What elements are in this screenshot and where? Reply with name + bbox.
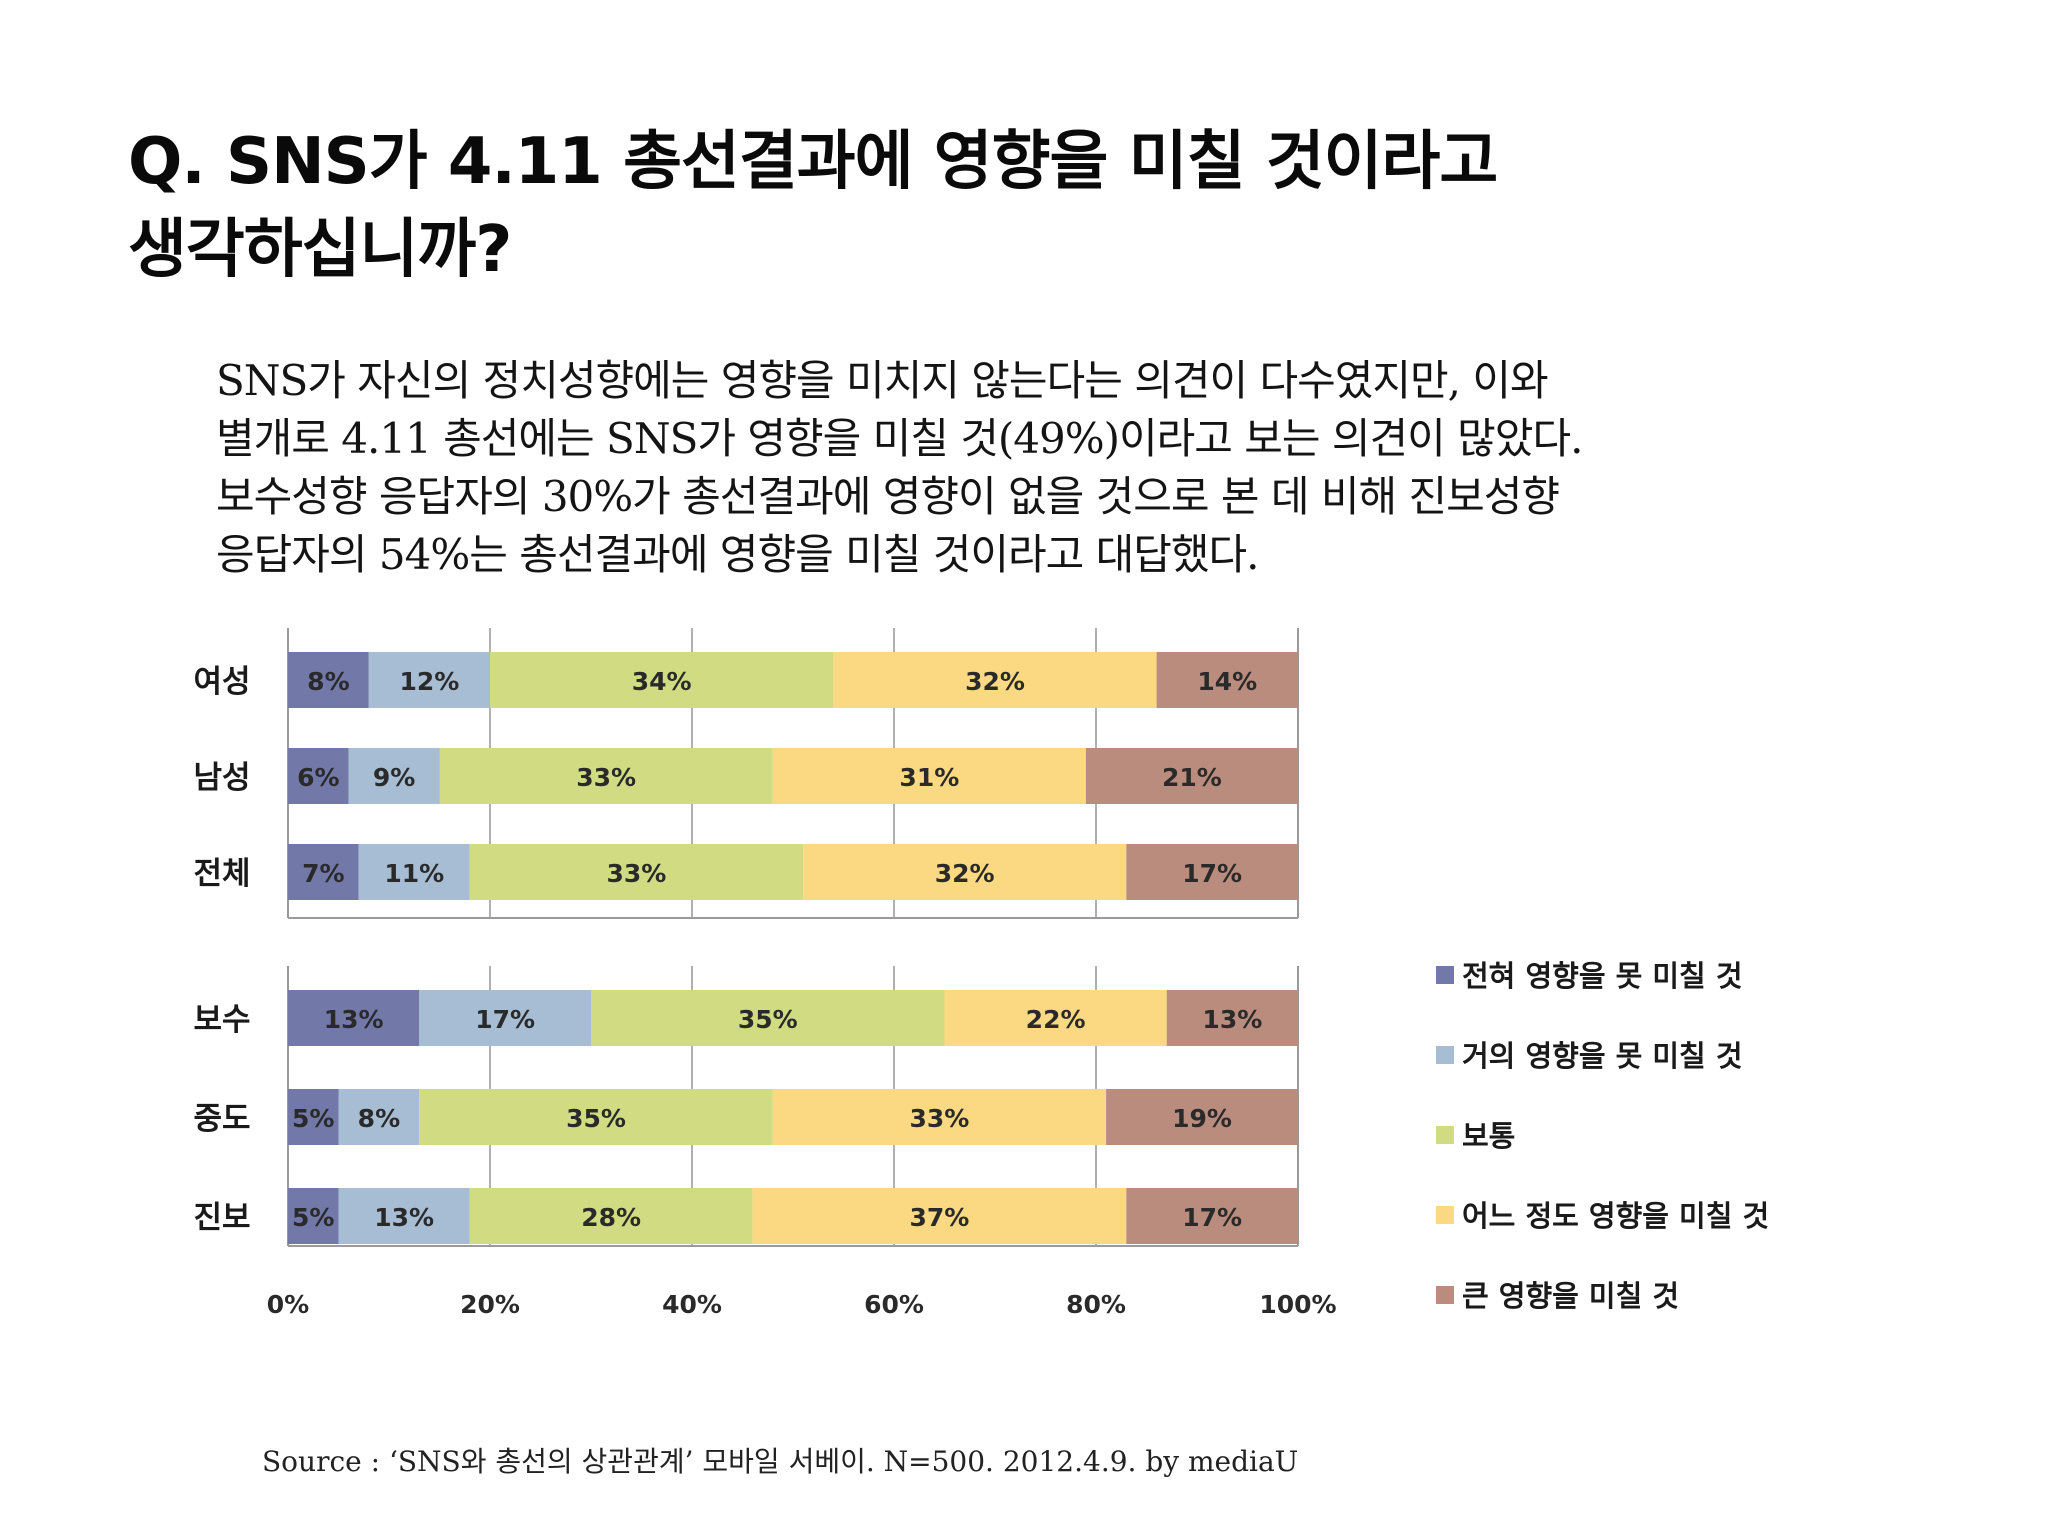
legend-swatch-5 — [1436, 1286, 1454, 1304]
legend-swatch-4 — [1436, 1206, 1454, 1224]
data-label-1-1-3: 34% — [632, 667, 692, 696]
data-label-2-2-4: 33% — [910, 1104, 970, 1133]
x-tick-label-3: 60% — [864, 1290, 924, 1319]
x-tick-label-1: 20% — [460, 1290, 520, 1319]
data-label-1-2-5: 21% — [1162, 763, 1222, 792]
bar-segment-2-2-3 — [419, 1089, 773, 1145]
title-line-1: Q. SNS가 4.11 총선결과에 영향을 미칠 것이라고 — [128, 125, 1498, 199]
data-label-2-2-1: 5% — [292, 1104, 334, 1133]
summary-paragraph: SNS가 자신의 정치성향에는 영향을 미치지 않는다는 의견이 다수였지만, … — [216, 352, 1856, 584]
data-label-2-3-4: 37% — [910, 1203, 970, 1232]
bar-segment-2-3-1 — [288, 1188, 339, 1244]
legend-swatch-2 — [1436, 1046, 1454, 1064]
data-label-2-1-4: 22% — [1026, 1005, 1086, 1034]
bar-segment-2-3-4 — [752, 1188, 1127, 1244]
data-label-1-3-1: 7% — [302, 859, 344, 888]
data-label-2-1-2: 17% — [475, 1005, 535, 1034]
data-label-2-1-5: 13% — [1202, 1005, 1262, 1034]
data-label-1-1-4: 32% — [965, 667, 1025, 696]
data-label-2-3-2: 13% — [374, 1203, 434, 1232]
category-label-2-1: 보수 — [193, 1002, 250, 1038]
data-label-2-1-3: 35% — [738, 1005, 798, 1034]
source-note: Source : ‘SNS와 총선의 상관관계’ 모바일 서베이. N=500.… — [262, 1445, 1299, 1478]
data-label-1-3-3: 33% — [607, 859, 667, 888]
data-label-2-3-1: 5% — [292, 1203, 334, 1232]
bar-segment-1-2-5 — [1085, 748, 1298, 804]
bar-segment-2-1-3 — [591, 990, 945, 1046]
bar-segment-2-1-4 — [944, 990, 1167, 1046]
bar-segment-1-1-4 — [833, 652, 1157, 708]
data-label-1-1-2: 12% — [399, 667, 459, 696]
bar-segment-1-1-5 — [1156, 652, 1298, 708]
bar-segment-1-2-1 — [288, 748, 349, 804]
bar-segment-1-1-1 — [288, 652, 369, 708]
legend-swatch-3 — [1436, 1126, 1454, 1144]
bar-segment-1-3-3 — [469, 844, 804, 900]
bar-segment-2-2-4 — [772, 1089, 1107, 1145]
bar-segment-1-2-4 — [772, 748, 1086, 804]
data-label-1-2-1: 6% — [297, 763, 339, 792]
data-label-1-2-4: 31% — [899, 763, 959, 792]
summary-line-4: 응답자의 54%는 총선결과에 영향을 미칠 것이라고 대답했다. — [216, 530, 1260, 579]
legend-label-2: 거의 영향을 못 미칠 것 — [1462, 1039, 1743, 1073]
summary-line-1: SNS가 자신의 정치성향에는 영향을 미치지 않는다는 의견이 다수였지만, … — [216, 356, 1549, 405]
category-label-2-3: 진보 — [193, 1200, 250, 1236]
data-label-2-1-1: 13% — [324, 1005, 384, 1034]
x-tick-label-4: 80% — [1066, 1290, 1126, 1319]
category-label-1-1: 여성 — [193, 664, 250, 700]
bar-segment-2-3-2 — [338, 1188, 470, 1244]
category-label-1-3: 전체 — [193, 856, 250, 892]
legend-label-3: 보통 — [1462, 1119, 1515, 1153]
legend-swatch-1 — [1436, 966, 1454, 984]
bar-segment-2-1-1 — [288, 990, 420, 1046]
bar-segment-2-1-5 — [1166, 990, 1298, 1046]
bar-segment-1-1-3 — [490, 652, 834, 708]
bar-segment-2-2-5 — [1106, 1089, 1298, 1145]
bar-segment-2-3-5 — [1126, 1188, 1298, 1244]
data-label-2-2-2: 8% — [358, 1104, 400, 1133]
bar-segment-1-2-3 — [439, 748, 773, 804]
data-label-2-3-3: 28% — [581, 1203, 641, 1232]
legend-label-5: 큰 영향을 미칠 것 — [1462, 1279, 1679, 1313]
x-tick-label-2: 40% — [662, 1290, 722, 1319]
summary-line-2: 별개로 4.11 총선에는 SNS가 영향을 미칠 것(49%)이라고 보는 의… — [216, 414, 1583, 463]
data-label-1-2-3: 33% — [576, 763, 636, 792]
data-label-1-3-5: 17% — [1182, 859, 1242, 888]
x-tick-label-5: 100% — [1259, 1290, 1336, 1319]
data-label-1-1-1: 8% — [307, 667, 349, 696]
x-tick-label-0: 0% — [267, 1290, 309, 1319]
data-label-1-2-2: 9% — [373, 763, 415, 792]
bar-segment-2-3-3 — [469, 1188, 753, 1244]
bar-segment-1-3-5 — [1126, 844, 1298, 900]
summary-line-3: 보수성향 응답자의 30%가 총선결과에 영향이 없을 것으로 본 데 비해 진… — [216, 472, 1560, 521]
bar-segment-1-1-2 — [368, 652, 490, 708]
data-label-2-3-5: 17% — [1182, 1203, 1242, 1232]
category-label-2-2: 중도 — [193, 1101, 250, 1137]
title-line-2: 생각하십니까? — [128, 213, 512, 287]
bar-segment-2-1-2 — [419, 990, 591, 1046]
data-label-1-1-5: 14% — [1197, 667, 1257, 696]
data-label-1-3-4: 32% — [935, 859, 995, 888]
bar-segment-1-3-1 — [288, 844, 359, 900]
legend-label-4: 어느 정도 영향을 미칠 것 — [1462, 1199, 1769, 1233]
category-label-1-2: 남성 — [193, 760, 250, 796]
bar-segment-1-3-4 — [803, 844, 1127, 900]
data-label-2-2-5: 19% — [1172, 1104, 1232, 1133]
data-label-2-2-3: 35% — [566, 1104, 626, 1133]
data-label-1-3-2: 11% — [384, 859, 444, 888]
page-title: Q. SNS가 4.11 총선결과에 영향을 미칠 것이라고 생각하십니까? — [128, 118, 1828, 294]
bar-segment-2-2-2 — [338, 1089, 420, 1145]
bar-segment-1-2-2 — [348, 748, 440, 804]
legend-label-1: 전혀 영향을 못 미칠 것 — [1462, 959, 1743, 993]
bar-segment-2-2-1 — [288, 1089, 339, 1145]
bar-segment-1-3-2 — [358, 844, 470, 900]
